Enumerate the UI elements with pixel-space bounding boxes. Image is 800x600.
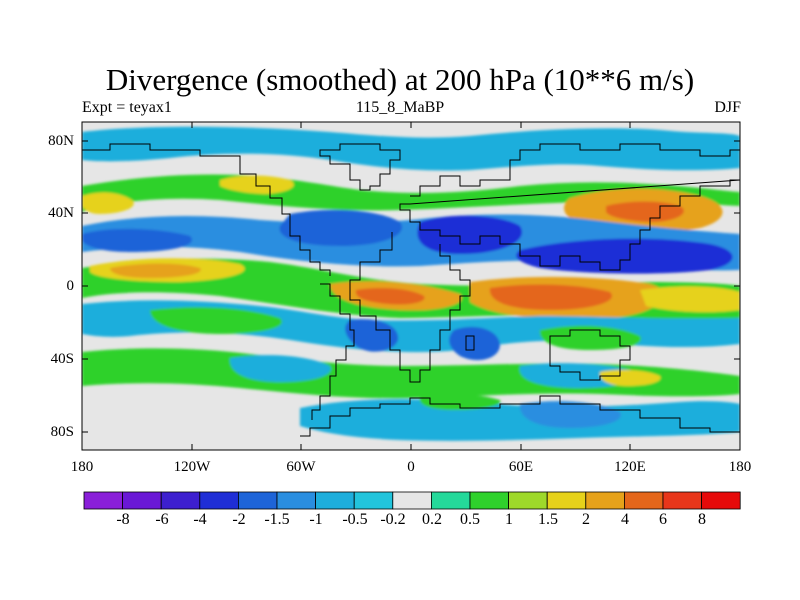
field-blob-antarctic-green: [419, 394, 501, 410]
colorbar-box: [430, 491, 471, 510]
experiment-label: Expt = teyax1: [82, 99, 172, 116]
colorbar-label: -8: [116, 511, 130, 528]
coastline-greenland: [319, 143, 401, 191]
field-blob-antarctic-blue: [519, 401, 621, 428]
field-blob-south-green-1: [150, 307, 282, 334]
field-blob-pac-yellow: [640, 286, 740, 313]
colorbar-box: [160, 491, 201, 510]
colorbar: [83, 491, 741, 510]
coastlines: [82, 143, 740, 437]
field-blob-north-yellow: [82, 192, 134, 214]
field-blob-south-midblue-2: [449, 326, 500, 361]
colorbar-label: 6: [659, 511, 667, 528]
lat-label-40s: 40S: [50, 351, 74, 367]
colorbar-box: [237, 491, 278, 510]
lon-label-120e: 120E: [614, 459, 646, 475]
coastline-madagascar: [465, 335, 475, 351]
coastline-asia-east: [399, 179, 740, 271]
period-label: 115_8_MaBP: [355, 99, 445, 116]
colorbar-box: [585, 491, 625, 510]
field-blob-equator-orange-west: [110, 263, 201, 278]
field-blob-asia-dorange: [606, 201, 684, 222]
field-blob-north-yellow-2: [220, 175, 294, 194]
colorbar-box: [546, 491, 587, 510]
field-blob-north-darkblue: [417, 215, 522, 254]
field-blob-west-darkblue: [82, 228, 192, 252]
coastline-north-america: [82, 143, 331, 276]
field-blob-east-darkblue: [516, 238, 733, 274]
lon-label-60w: 60W: [286, 459, 316, 475]
map-title: Divergence (smoothed) at 200 hPa (10**6 …: [105, 62, 695, 97]
field-blob-south-yellow: [599, 369, 661, 386]
field-blob-indopac-dorange: [489, 284, 612, 310]
colorbar-label: 1.5: [538, 511, 558, 528]
field-blob-south-green-2: [539, 325, 641, 350]
field-blob-atl-dorange: [355, 288, 425, 305]
lat-label-80n: 80N: [48, 133, 74, 149]
colorbar-label: 2: [582, 511, 590, 528]
season-label: DJF: [714, 99, 741, 116]
colorbar-label: -0.5: [342, 511, 368, 528]
colorbar-box: [122, 491, 162, 510]
colorbar-box: [276, 491, 316, 510]
field-blob-south-midblue-1: [345, 319, 399, 352]
colorbar-label: -4: [193, 511, 207, 528]
colorbar-box: [353, 491, 394, 510]
divergence-field: [82, 122, 740, 450]
colorbar-label: 4: [621, 511, 629, 528]
field-blob-north-midblue: [279, 209, 402, 246]
colorbar-box: [83, 491, 123, 510]
coastline-eurasia: [410, 143, 740, 197]
lon-label-0: 0: [407, 459, 415, 475]
coastline-antarctica: [300, 395, 740, 437]
lat-label-40n: 40N: [48, 205, 74, 221]
coastline-africa: [349, 232, 471, 383]
lon-label-60e: 60E: [508, 459, 534, 475]
lat-label-0: 0: [66, 278, 75, 294]
coastline-south-america: [311, 283, 355, 420]
colorbar-box: [624, 491, 664, 510]
coastline-australia: [549, 329, 631, 381]
colorbar-label: -1: [309, 511, 323, 528]
colorbar-label: -0.2: [380, 511, 406, 528]
colorbar-label: -6: [155, 511, 169, 528]
field-blob-south-lblue-1: [229, 355, 331, 382]
colorbar-box: [392, 491, 432, 510]
field-band-arctic: [82, 126, 740, 171]
colorbar-box: [469, 491, 509, 510]
colorbar-label: 0.5: [460, 511, 480, 528]
lon-label-180w: 180: [70, 459, 94, 475]
lat-label-80s: 80S: [50, 424, 74, 440]
axis-ticks: [81, 122, 741, 450]
colorbar-box: [315, 491, 355, 510]
colorbar-box: [199, 491, 239, 510]
colorbar-box: [701, 491, 741, 510]
lon-label-180e: 180: [728, 459, 752, 475]
colorbar-label: 0.2: [422, 511, 442, 528]
colorbar-box: [662, 491, 702, 510]
colorbar-label: 1: [505, 511, 513, 528]
colorbar-label: -2: [232, 511, 246, 528]
colorbar-label: -1.5: [264, 511, 290, 528]
colorbar-box: [508, 491, 548, 510]
lon-label-120w: 120W: [173, 459, 211, 475]
colorbar-label: 8: [698, 511, 706, 528]
